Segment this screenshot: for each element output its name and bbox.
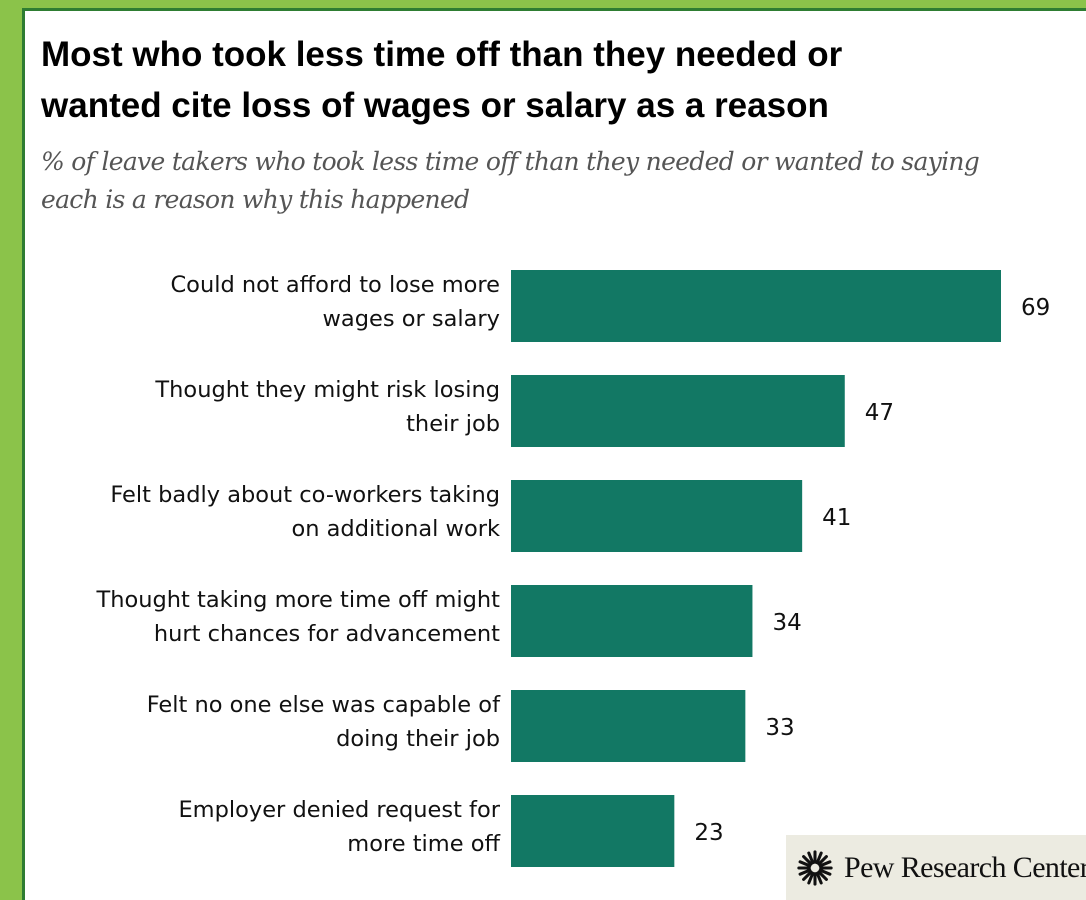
category-label: Felt badly about co-workers taking (110, 482, 500, 508)
category-label: their job (406, 411, 500, 437)
bar (511, 585, 753, 657)
bar (511, 480, 803, 552)
value-label: 34 (772, 610, 801, 636)
chart-subtitle: % of leave takers who took less time off… (41, 143, 1081, 219)
subtitle-line: % of leave takers who took less time off… (41, 147, 980, 176)
category-label: Thought taking more time off might (95, 587, 500, 613)
bar (511, 270, 1001, 342)
title-line: Most who took less time off than they ne… (41, 35, 843, 74)
bar (511, 690, 746, 762)
category-label: Employer denied request for (178, 797, 500, 823)
value-label: 47 (865, 400, 894, 426)
category-label: more time off (347, 831, 500, 857)
category-label: Thought they might risk losing (154, 377, 500, 403)
value-label: 23 (694, 820, 723, 846)
category-label: Could not afford to lose more (170, 272, 500, 298)
subtitle-line: each is a reason why this happened (41, 185, 470, 214)
title-line: wanted cite loss of wages or salary as a… (41, 86, 829, 125)
bar (511, 795, 675, 867)
chart-title: Most who took less time off than they ne… (41, 29, 1061, 131)
logo-text: Pew Research Center (844, 850, 1086, 884)
category-label: wages or salary (323, 306, 500, 332)
value-label: 69 (1021, 295, 1050, 321)
pew-logo: Pew Research Center (786, 835, 1086, 900)
category-label: on additional work (291, 516, 500, 542)
value-label: 41 (822, 505, 851, 531)
category-label: doing their job (336, 726, 500, 752)
value-label: 33 (765, 715, 794, 741)
category-label: hurt chances for advancement (154, 621, 500, 647)
bar (511, 375, 845, 447)
category-label: Felt no one else was capable of (147, 692, 501, 718)
sunburst-logo-icon (797, 849, 833, 886)
